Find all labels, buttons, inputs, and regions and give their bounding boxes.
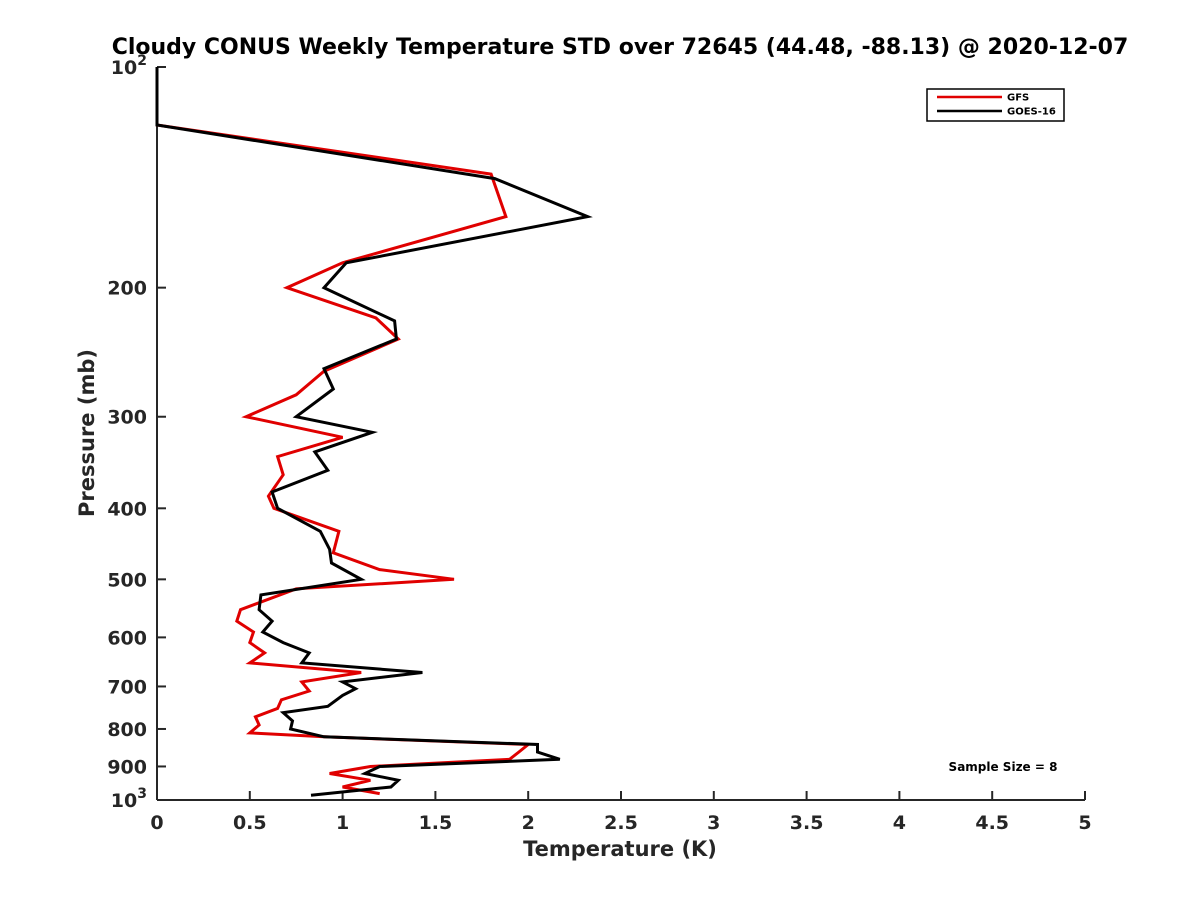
legend: GFS GOES-16	[926, 88, 1065, 122]
x-tick-label: 3	[707, 812, 720, 834]
legend-label: GFS	[1007, 93, 1029, 104]
y-tick-exponent: 3	[137, 786, 147, 802]
chart-title: Cloudy CONUS Weekly Temperature STD over…	[112, 35, 1129, 60]
y-tick-label: 700	[107, 676, 147, 698]
y-tick-label: 500	[107, 569, 147, 591]
axes: 0 0.5 1 1.5 2 2.5 3 3.5 4 4.5 5 200 300 400 500 600 700 8…	[107, 53, 1091, 834]
x-tick-label: 4	[893, 812, 906, 834]
y-axis-label: Pressure (mb)	[75, 349, 99, 517]
y-tick-exponent: 2	[137, 53, 147, 69]
x-tick-label: 1	[336, 812, 349, 834]
x-tick-label: 2	[522, 812, 535, 834]
y-tick-label: 102	[111, 53, 147, 79]
y-tick-label: 103	[111, 786, 147, 812]
x-tick-label: 3.5	[790, 812, 824, 834]
y-tick-label: 300	[107, 407, 147, 429]
legend-label: GOES-16	[1007, 107, 1056, 118]
y-tick-label: 900	[107, 756, 147, 778]
x-tick-label: 5	[1078, 812, 1091, 834]
y-tick-label: 800	[107, 719, 147, 741]
x-tick-label: 2.5	[604, 812, 638, 834]
legend-box	[926, 88, 1065, 122]
series-line-goes-16	[155, 67, 593, 797]
sample-size-annotation: Sample Size = 8	[949, 760, 1058, 774]
x-tick-label: 4.5	[975, 812, 1009, 834]
y-tick-label: 600	[107, 627, 147, 649]
x-tick-label: 1.5	[419, 812, 453, 834]
x-tick-label: 0	[150, 812, 163, 834]
y-tick-label: 400	[107, 498, 147, 520]
series-lines	[155, 67, 593, 797]
x-axis-label: Temperature (K)	[523, 837, 717, 861]
y-tick-label: 200	[107, 278, 147, 300]
x-tick-label: 0.5	[233, 812, 267, 834]
